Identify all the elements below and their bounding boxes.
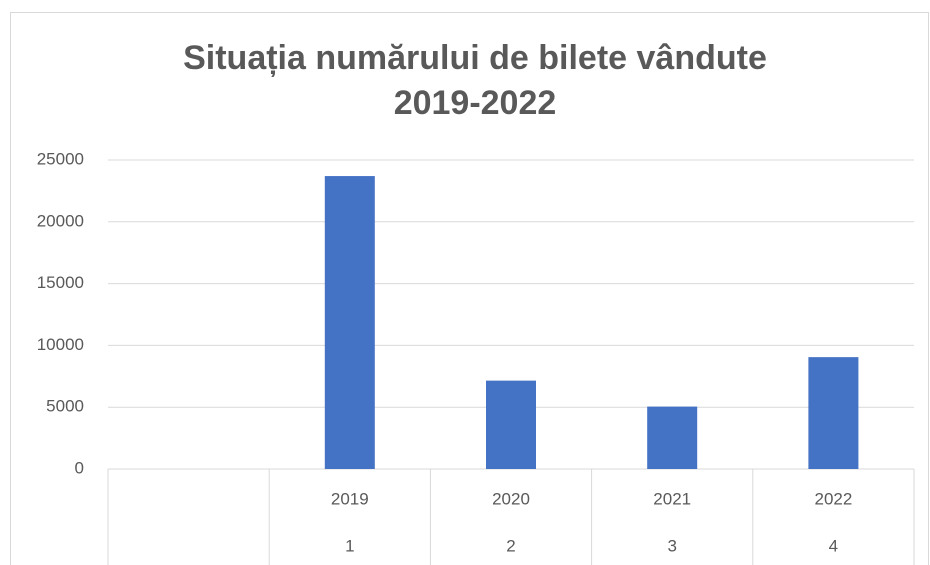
bar <box>324 176 375 469</box>
x-tick-label: 2021 <box>653 489 691 508</box>
y-tick-label: 25000 <box>37 149 84 168</box>
x-group-label: 2 <box>506 536 515 555</box>
bar <box>486 380 536 469</box>
x-group-label: 4 <box>829 536 838 555</box>
x-tick-label: 2020 <box>492 489 530 508</box>
chart-border <box>10 12 929 565</box>
bar <box>808 357 859 469</box>
chart-title: 2019-2022 <box>394 84 557 122</box>
chart-title: Situația numărului de bilete vândute <box>183 39 767 77</box>
y-tick-label: 10000 <box>37 335 84 354</box>
x-tick-label: 2019 <box>331 489 369 508</box>
y-tick-label: 0 <box>75 458 84 477</box>
y-tick-label: 5000 <box>46 397 84 416</box>
x-tick-label: 2022 <box>814 489 852 508</box>
x-group-label: 3 <box>667 536 676 555</box>
x-group-label: 1 <box>345 536 354 555</box>
y-tick-label: 20000 <box>37 211 84 230</box>
bar <box>647 406 698 469</box>
y-tick-label: 15000 <box>37 273 84 292</box>
